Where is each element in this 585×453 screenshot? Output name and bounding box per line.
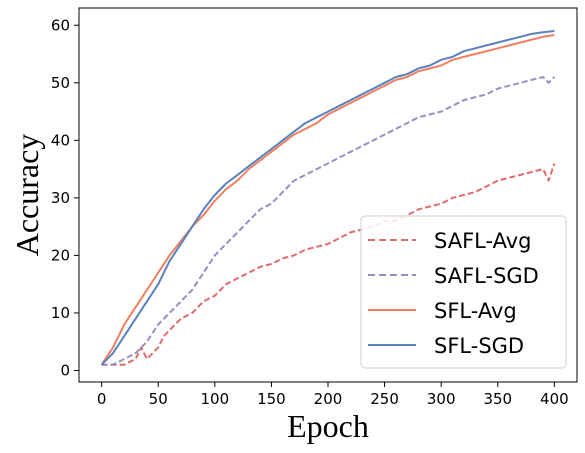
x-tick-label: 200 — [314, 390, 343, 408]
y-tick-label: 40 — [51, 131, 70, 149]
x-axis-ticks: 0 50 100 150 200 250 300 350 400 — [97, 382, 569, 408]
y-tick-label: 50 — [51, 74, 70, 92]
y-tick-label: 20 — [51, 246, 70, 264]
x-tick-label: 100 — [200, 390, 229, 408]
y-axis-title: Accuracy — [9, 134, 45, 257]
x-tick-label: 50 — [149, 390, 168, 408]
y-axis-ticks: 0 10 20 30 40 50 60 — [51, 16, 79, 379]
x-tick-label: 250 — [370, 390, 399, 408]
x-tick-label: 350 — [483, 390, 512, 408]
legend-label: SFL-SGD — [434, 334, 524, 358]
x-axis-title: Epoch — [287, 408, 369, 444]
x-tick-label: 300 — [427, 390, 456, 408]
legend-frame — [360, 215, 567, 369]
x-tick-label: 400 — [540, 390, 569, 408]
x-tick-label: 150 — [257, 390, 286, 408]
legend: SAFL-Avg SAFL-SGD SFL-Avg SFL-SGD — [360, 215, 567, 369]
series-line-sfl-sgd — [100, 30, 555, 366]
y-tick-label: 60 — [51, 16, 70, 34]
legend-label: SFL-Avg — [434, 299, 517, 323]
x-tick-label: 0 — [97, 390, 107, 408]
y-tick-label: 30 — [51, 189, 70, 207]
series-layer — [100, 30, 556, 366]
series-line-sfl-avg — [100, 34, 555, 366]
y-tick-label: 10 — [51, 304, 70, 322]
y-tick-label: 0 — [60, 361, 70, 379]
legend-label: SAFL-Avg — [434, 229, 532, 253]
series-line-safl-avg — [101, 163, 556, 366]
series-line-safl-sgd — [101, 76, 556, 366]
legend-label: SAFL-SGD — [434, 264, 539, 288]
